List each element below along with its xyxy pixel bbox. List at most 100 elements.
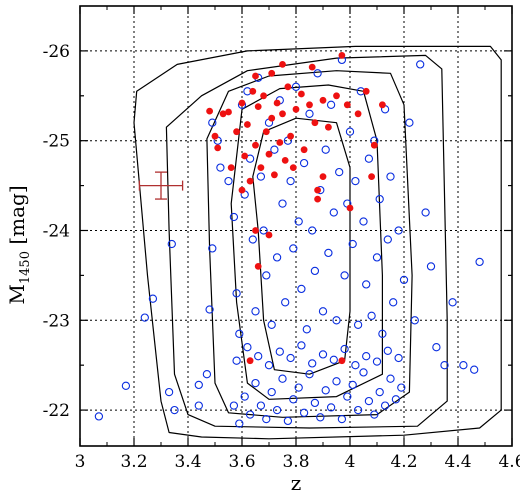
model-point (267, 387, 276, 397)
model-point (335, 167, 344, 177)
x-tick-label: 3 (75, 452, 86, 472)
model-point (359, 368, 368, 377)
observed-point (271, 171, 278, 179)
observed-point (225, 108, 232, 116)
observed-point (306, 101, 313, 109)
y-tick-labels: -22 -23 -24 -25 -26 (43, 42, 70, 421)
model-point (405, 118, 414, 127)
model-point (329, 208, 338, 217)
y-axis-label-main: M (5, 284, 29, 304)
model-point (416, 60, 425, 69)
observed-point (379, 101, 386, 109)
model-point (351, 176, 360, 186)
model-point (308, 226, 317, 235)
model-point (313, 69, 322, 78)
model-point (440, 361, 449, 370)
model-point (289, 395, 298, 404)
model-point (383, 346, 392, 355)
model-point (386, 172, 395, 181)
model-point (470, 365, 479, 374)
observed-point (281, 157, 289, 164)
observed-point (308, 63, 316, 71)
y-tick-label: -23 (43, 311, 70, 331)
observed-point (249, 87, 257, 95)
model-point (316, 413, 325, 422)
observed-point (241, 152, 249, 160)
observed-point (300, 146, 308, 154)
model-point (254, 352, 263, 361)
observed-point (206, 107, 214, 115)
model-point (389, 298, 398, 307)
contour-1 (133, 45, 502, 440)
model-point (202, 370, 212, 379)
observed-point (346, 204, 354, 212)
model-point (362, 280, 371, 289)
model-point (340, 344, 349, 354)
observed-point (238, 186, 246, 194)
model-point (248, 235, 257, 244)
model-point (348, 239, 357, 249)
x-axis-label: z (291, 471, 302, 495)
contour-lines (133, 45, 502, 440)
model-point (459, 361, 468, 370)
x-tick-label: 4.4 (444, 452, 471, 472)
model-point (448, 298, 457, 307)
model-point (148, 294, 158, 303)
model-point (410, 316, 419, 325)
model-point (121, 381, 131, 390)
model-point (345, 127, 355, 136)
model-point (391, 395, 401, 404)
observed-point (333, 92, 340, 100)
model-point (299, 158, 309, 168)
model-point (289, 244, 298, 253)
observed-point (279, 61, 286, 68)
model-point (167, 239, 176, 249)
model-point (208, 118, 217, 127)
model-point (256, 172, 266, 181)
model-point (367, 311, 376, 320)
model-point (305, 370, 314, 379)
model-point (267, 320, 276, 329)
observed-point (238, 99, 246, 107)
model-point (321, 145, 330, 154)
model-point (399, 275, 409, 285)
model-point (375, 194, 384, 204)
model-point (283, 416, 293, 426)
model-point (275, 347, 284, 356)
y-axis-label-unit: [mag] (5, 185, 29, 251)
model-point (383, 235, 392, 244)
contour-3 (206, 70, 413, 418)
error-bar (138, 171, 184, 200)
observed-point (262, 128, 270, 136)
model-point (372, 253, 382, 262)
model-point (94, 412, 104, 421)
model-point (475, 257, 484, 267)
observed-point (325, 123, 332, 131)
model-point (359, 217, 368, 226)
model-point (329, 355, 338, 364)
observed-point (214, 144, 222, 152)
model-point (281, 298, 290, 307)
model-point (364, 396, 374, 406)
model-point (318, 350, 328, 359)
model-point (278, 374, 287, 383)
model-point (229, 212, 239, 222)
model-point (164, 387, 174, 397)
x-tick-labels: 3 3.2 3.4 3.6 3.8 4 4.2 4.4 4.6 (75, 452, 520, 472)
x-tick-label: 3.2 (120, 452, 147, 472)
model-point (397, 383, 406, 392)
model-point (394, 353, 403, 363)
model-point (370, 410, 379, 419)
model-point (272, 253, 282, 262)
model-point (326, 100, 336, 109)
observed-point (257, 164, 265, 172)
model-point (240, 392, 249, 401)
model-point (372, 357, 382, 366)
observed-point (246, 357, 254, 365)
observed-point (338, 357, 346, 365)
model-point (224, 176, 233, 186)
observed-point (287, 132, 294, 140)
x-tick-label: 4 (345, 452, 356, 472)
model-point (294, 217, 303, 226)
y-axis-label: M1450 [mag] (5, 185, 33, 304)
